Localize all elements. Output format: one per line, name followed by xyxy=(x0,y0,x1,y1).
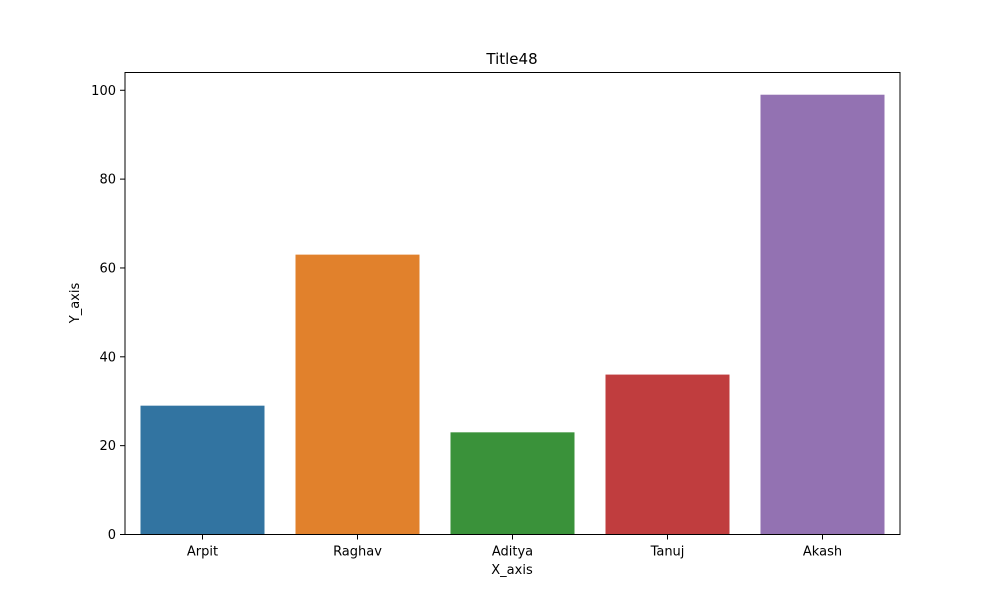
x-tick-label: Akash xyxy=(803,545,842,560)
bar-tanuj xyxy=(605,374,730,535)
y-ticks-group: 0 20 40 60 80 100 xyxy=(91,84,125,543)
y-tick-label: 60 xyxy=(99,261,116,276)
bar-aditya xyxy=(450,432,575,535)
x-tick-label: Arpit xyxy=(187,545,218,560)
x-ticks-group: Arpit Raghav Aditya Tanuj Akash xyxy=(187,534,842,560)
plot-area-frame xyxy=(124,72,901,535)
y-tick-label: 80 xyxy=(99,173,116,188)
chart-title: Title48 xyxy=(485,50,537,68)
x-tick-label: Tanuj xyxy=(650,545,685,560)
bars-group xyxy=(140,94,885,535)
bar-akash xyxy=(760,94,885,535)
y-tick-label: 0 xyxy=(108,528,116,543)
y-tick-label: 100 xyxy=(91,84,116,99)
bar-raghav xyxy=(295,254,420,535)
y-tick-label: 20 xyxy=(99,439,116,454)
bar-arpit xyxy=(140,405,265,535)
y-tick-label: 40 xyxy=(99,350,116,365)
x-tick-label: Aditya xyxy=(492,545,533,560)
x-tick-label: Raghav xyxy=(333,545,382,560)
y-axis-label: Y_axis xyxy=(68,283,83,325)
x-axis-label: X_axis xyxy=(491,563,533,578)
